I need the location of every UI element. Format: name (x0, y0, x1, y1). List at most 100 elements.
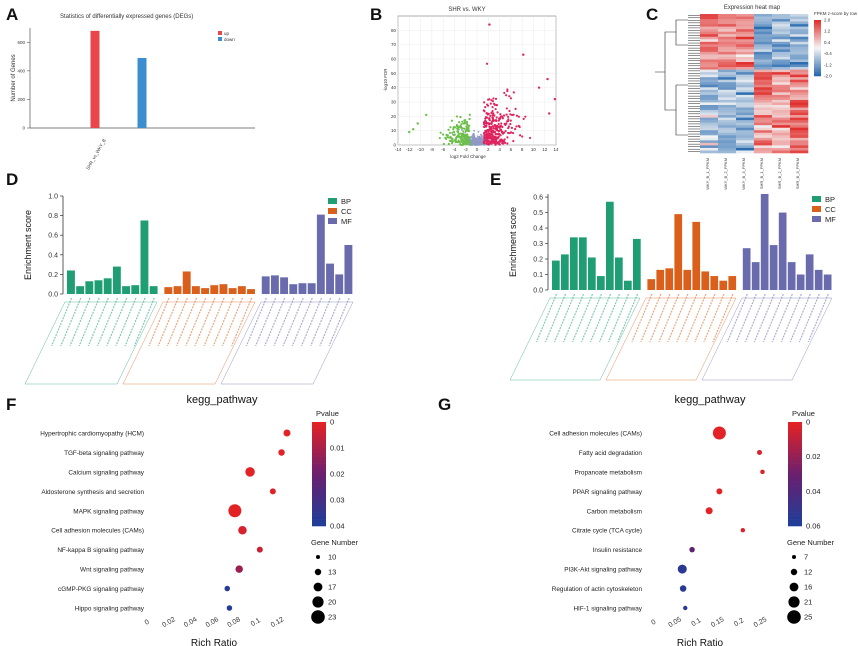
heatmap-cell (700, 77, 719, 81)
colorbar-segment (814, 56, 821, 59)
heatmap-cell (754, 77, 773, 81)
colorbar-segment (814, 58, 821, 61)
point-up (486, 113, 489, 116)
y-axis-label: Number of Genes (11, 54, 17, 101)
point-up (498, 117, 501, 120)
heatmap-cell (700, 120, 719, 123)
heatmap-cell (790, 97, 809, 101)
pvalue-tick-label: 0.04 (806, 487, 821, 496)
term-label-CC (694, 293, 716, 343)
point-up (502, 139, 505, 142)
heatmap-cell (700, 39, 719, 43)
heatmap-cell (754, 130, 773, 134)
heatmap-cell (718, 51, 737, 55)
x-tick-label: 0.08 (226, 616, 241, 629)
heatmap-cell (736, 117, 755, 121)
point-not-significant (478, 138, 481, 141)
heatmap-cell (736, 77, 755, 81)
pvalue-tick-label: 0 (806, 418, 810, 427)
heatmap-cell (700, 137, 719, 141)
x-tick-label: 0.05 (667, 616, 682, 629)
heatmap-cell (736, 115, 755, 118)
point-not-significant (476, 140, 479, 143)
heatmap-cell (772, 107, 791, 111)
point-down (467, 127, 470, 131)
legend-label-CC: CC (341, 207, 352, 216)
bubble-6 (740, 528, 746, 533)
heatmap-cell (700, 125, 719, 129)
heatmap-cell (736, 24, 755, 27)
heatmap-cell (718, 46, 737, 50)
heatmap-cell (772, 137, 791, 141)
point-up (488, 132, 491, 135)
y-tick-label: 0.3 (533, 241, 543, 248)
term-label-BP (106, 297, 128, 347)
bar-CC-3 (665, 268, 674, 290)
pathway-label: PPAR signaling pathway (572, 489, 642, 496)
pvalue-colorbar-segment (312, 484, 326, 489)
point-up-outlier (546, 77, 549, 81)
heatmap-cell (754, 137, 773, 141)
y-tick-label: 200 (17, 97, 25, 102)
term-label-BP (60, 297, 82, 347)
heatmap-cell (772, 142, 791, 146)
bar-BP-1 (552, 260, 560, 290)
heatmap-cell (790, 54, 809, 58)
pvalue-colorbar-segment (312, 477, 326, 482)
heatmap-cell (790, 122, 809, 126)
heatmap-cell (718, 147, 737, 151)
pathway-label: Regulation of actin cytoskeleton (552, 586, 643, 593)
y-tick-label: 0.1 (533, 272, 543, 279)
y-tick-label: 0.4 (533, 226, 543, 233)
bar-MF-2 (270, 275, 279, 294)
heatmap-cell (736, 122, 755, 126)
bar-CC-5 (201, 288, 210, 294)
heatmap-cell (718, 36, 737, 40)
point-up (489, 136, 493, 140)
panel-a-deg-bar-chart: Statistics of differentially expressed g… (11, 14, 255, 171)
legend-label-down: down (224, 37, 235, 42)
heatmap-cell (754, 54, 773, 58)
heatmap-cell (754, 72, 773, 75)
point-down (457, 134, 460, 137)
heatmap-cell (718, 41, 737, 45)
heatmap-cell (754, 112, 773, 116)
term-label-CC (631, 293, 653, 343)
heatmap-cell (790, 77, 809, 81)
point-not-significant (478, 141, 480, 144)
term-label-MF (264, 297, 286, 347)
point-up (524, 115, 527, 118)
pvalue-colorbar-segment (312, 474, 326, 478)
heatmap-cell (700, 82, 719, 86)
x-tick-label: -14 (395, 147, 402, 152)
y-tick-label: 1.0 (48, 194, 58, 201)
x-tick-label: 10 (531, 147, 537, 152)
point-down (438, 136, 441, 140)
heatmap-cell (700, 130, 719, 134)
point-down (452, 133, 456, 137)
x-tick-label: 8 (521, 147, 524, 152)
heatmap-cell (772, 147, 791, 151)
bar-CC-10 (247, 289, 255, 294)
point-down (447, 142, 450, 146)
heatmap-cell (754, 142, 773, 146)
term-label-MF (245, 297, 267, 347)
y-axis-label: -log10 FDR (383, 68, 388, 92)
colorbar-segment (814, 36, 821, 39)
panel-label-b: B (370, 5, 382, 24)
bubble-3 (760, 469, 765, 475)
colorbar-segment (814, 60, 821, 63)
y-tick-label: 20 (391, 114, 397, 119)
size-legend-label: 7 (804, 553, 808, 562)
point-up (514, 127, 517, 131)
pvalue-colorbar-segment (312, 425, 326, 430)
point-down (456, 128, 459, 131)
heatmap-cell (772, 56, 791, 60)
heatmap-cell (772, 44, 791, 48)
heatmap-cell (772, 150, 791, 154)
heatmap-cell (772, 110, 791, 113)
y-tick-label: 70 (391, 42, 397, 47)
term-label-CC (676, 293, 698, 343)
point-down (452, 128, 455, 131)
